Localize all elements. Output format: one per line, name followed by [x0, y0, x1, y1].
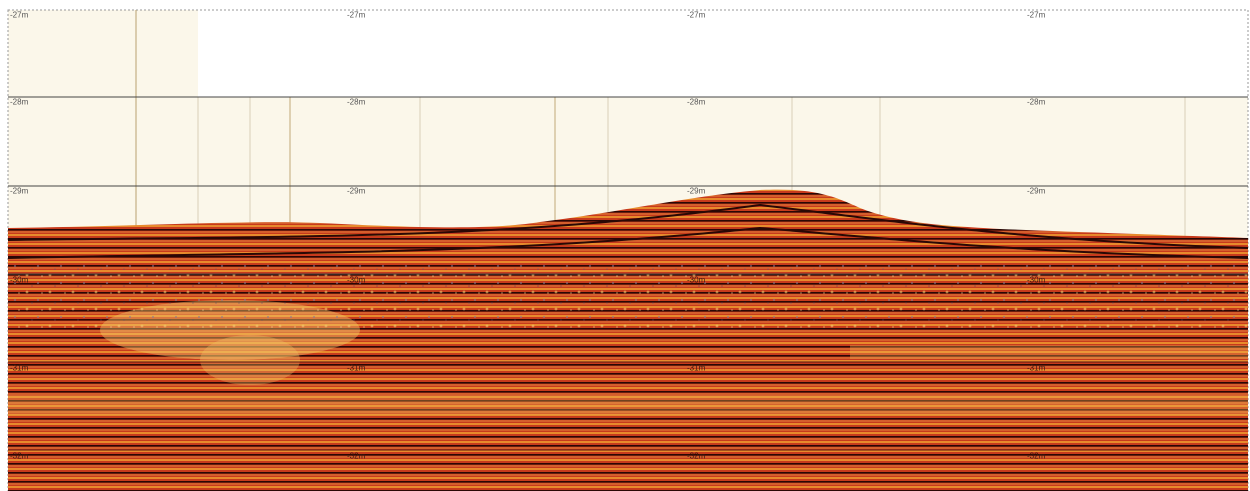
depth-label: -30m	[10, 276, 29, 285]
depth-label: -30m	[347, 276, 366, 285]
depth-label: -27m	[687, 11, 706, 20]
depth-label: -32m	[687, 452, 706, 461]
depth-label: -31m	[1027, 364, 1046, 373]
depth-label: -31m	[10, 364, 29, 373]
depth-label: -28m	[1027, 98, 1046, 107]
depth-label: -28m	[10, 98, 29, 107]
depth-label: -32m	[1027, 452, 1046, 461]
depth-label: -27m	[10, 11, 29, 20]
depth-label: -27m	[347, 11, 366, 20]
depth-label: -32m	[347, 452, 366, 461]
depth-label: -30m	[1027, 276, 1046, 285]
depth-label: -29m	[687, 187, 706, 196]
depth-label: -30m	[687, 276, 706, 285]
depth-label: -29m	[10, 187, 29, 196]
depth-label: -27m	[1027, 11, 1046, 20]
depth-label: -28m	[347, 98, 366, 107]
depth-label: -32m	[10, 452, 29, 461]
depth-label: -28m	[687, 98, 706, 107]
depth-label: -31m	[347, 364, 366, 373]
sonar-profile-view: -27m -27m -27m -27m -28m -28m -28m -28m -29m -29m…	[0, 0, 1250, 491]
blank-region	[198, 10, 1248, 97]
depth-label: -29m	[347, 187, 366, 196]
page: -27m -27m -27m -27m -28m -28m -28m -28m -29m -29m…	[0, 0, 1250, 491]
depth-label: -31m	[687, 364, 706, 373]
depth-label: -29m	[1027, 187, 1046, 196]
